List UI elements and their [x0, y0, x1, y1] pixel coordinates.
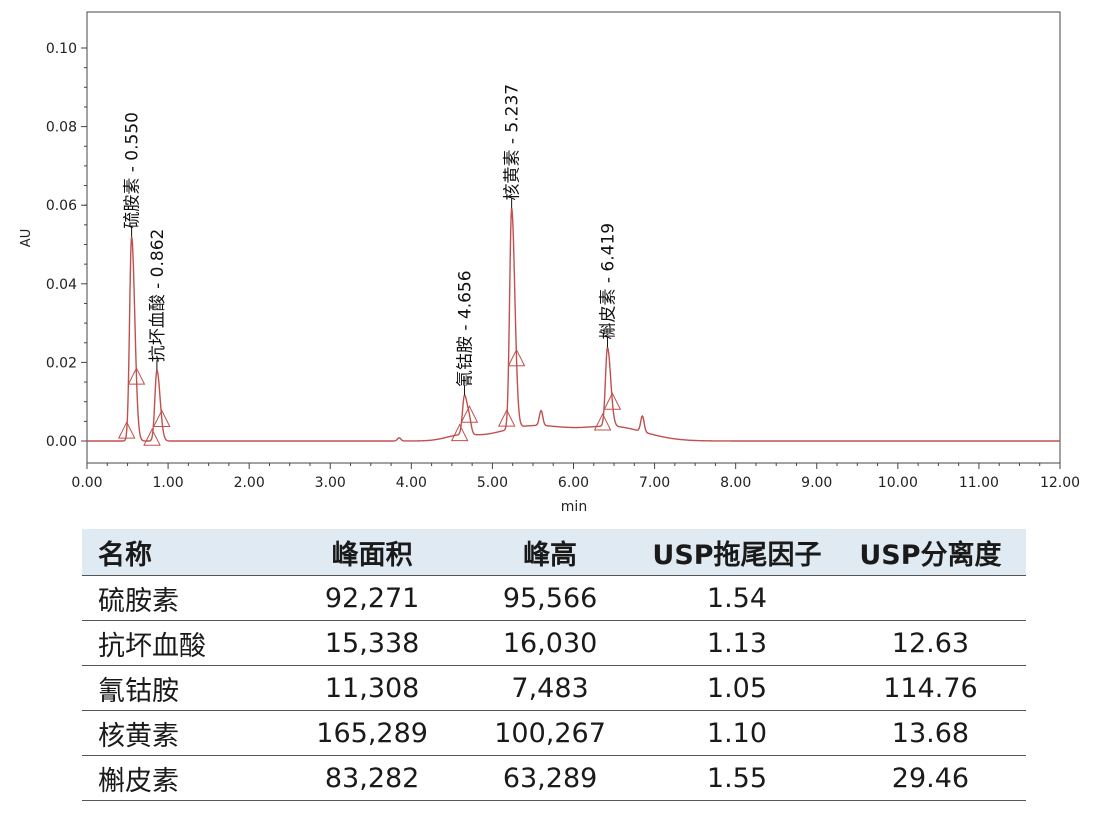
peak-boundary-marker: [152, 409, 171, 428]
cell-peak-height: 100,267: [461, 710, 640, 756]
y-axis-label: AU: [19, 229, 34, 247]
cell-usp-tailing: 1.05: [639, 665, 835, 711]
chromatogram-line: [87, 208, 1060, 442]
x-tick-label: 9.00: [801, 475, 832, 491]
peak-boundary-marker: [117, 421, 136, 439]
cell-name: 硫胺素: [82, 575, 284, 621]
cell-peak-height: 16,030: [461, 620, 640, 666]
x-tick-label: 11.00: [959, 475, 999, 491]
y-tick-label: 0.06: [46, 198, 77, 214]
peak-boundary-marker: [143, 428, 161, 446]
peak-markers: [117, 198, 622, 446]
cell-peak-height: 7,483: [461, 665, 640, 711]
cell-usp-tailing: 1.13: [639, 620, 835, 666]
table-row: 槲皮素 83,282 63,289 1.55 29.46: [82, 755, 1026, 801]
y-tick-label: 0.10: [46, 41, 77, 57]
y-tick-label: 0.00: [46, 434, 77, 450]
x-axis: 0.00 1.00 2.00 3.00 4.00 5.00 6.00 7.00 8.00 9.00…: [71, 463, 1080, 491]
y-axis: 0.00 0.02 0.04 0.06 0.08 0.10: [46, 41, 87, 450]
table-row: 硫胺素 92,271 95,566 1.54: [82, 575, 1026, 621]
peak-label: 槲皮素 - 6.419: [598, 223, 618, 340]
x-tick-label: 3.00: [315, 475, 346, 491]
peak-boundary-marker: [497, 408, 516, 427]
y-tick-label: 0.08: [46, 120, 77, 136]
table-header-row: 名称 峰面积 峰高 USP拖尾因子 USP分离度: [82, 529, 1026, 576]
cell-name: 槲皮素: [82, 755, 284, 801]
x-tick-label: 5.00: [477, 475, 508, 491]
peak-results-table: 名称 峰面积 峰高 USP拖尾因子 USP分离度 硫胺素 92,271 95,5…: [82, 529, 1026, 801]
x-tick-label: 1.00: [152, 475, 183, 491]
cell-usp-resolution: [834, 575, 1026, 621]
peak-boundary-marker: [460, 405, 479, 423]
x-tick-label: 6.00: [558, 475, 589, 491]
plot-frame: [86, 11, 1061, 464]
cell-peak-area: 165,289: [283, 710, 462, 756]
cell-peak-height: 95,566: [461, 575, 640, 621]
cell-usp-tailing: 1.55: [639, 755, 835, 801]
x-tick-label: 0.00: [71, 475, 102, 491]
cell-usp-tailing: 1.54: [639, 575, 835, 621]
x-tick-label: 10.00: [878, 475, 918, 491]
cell-usp-resolution: 13.68: [834, 710, 1026, 756]
peak-boundary-marker: [603, 392, 622, 410]
peak-boundary-marker: [507, 348, 526, 367]
x-tick-label: 12.00: [1040, 475, 1080, 491]
cell-usp-resolution: 29.46: [834, 755, 1026, 801]
x-axis-label: min: [561, 499, 587, 515]
cell-name: 抗坏血酸: [82, 620, 284, 666]
x-tick-label: 4.00: [396, 475, 427, 491]
cell-usp-resolution: 114.76: [834, 665, 1026, 711]
table-row: 氰钴胺 11,308 7,483 1.05 114.76: [82, 665, 1026, 711]
peak-label: 抗坏血酸 - 0.862: [148, 229, 168, 363]
cell-peak-area: 92,271: [283, 575, 462, 621]
table-row: 核黄素 165,289 100,267 1.10 13.68: [82, 710, 1026, 756]
cell-usp-resolution: 12.63: [834, 620, 1026, 666]
peak-boundary-marker: [593, 412, 612, 431]
peak-boundary-marker: [127, 367, 146, 385]
cell-peak-height: 63,289: [461, 755, 640, 801]
x-tick-label: 8.00: [720, 475, 751, 491]
cell-usp-tailing: 1.10: [639, 710, 835, 756]
header-peak-height: 峰高: [461, 529, 640, 576]
chromatogram-series: [87, 208, 1060, 442]
y-tick-label: 0.04: [46, 277, 77, 293]
cell-peak-area: 83,282: [283, 755, 462, 801]
x-tick-label: 2.00: [234, 475, 265, 491]
x-tick-label: 7.00: [639, 475, 670, 491]
table-row: 抗坏血酸 15,338 16,030 1.13 12.63: [82, 620, 1026, 666]
cell-peak-area: 11,308: [283, 665, 462, 711]
cell-peak-area: 15,338: [283, 620, 462, 666]
peak-label: 氰钴胺 - 4.656: [456, 270, 476, 387]
cell-name: 氰钴胺: [82, 665, 284, 711]
header-usp-tailing: USP拖尾因子: [639, 529, 835, 576]
peak-label: 硫胺素 - 0.550: [123, 112, 143, 229]
chromatogram-chart: 0.00 0.02 0.04 0.06 0.08 0.10 0.00 1.00 2.00 3.0…: [19, 11, 1080, 515]
peak-label: 核黄素 - 5.237: [503, 84, 523, 201]
y-tick-label: 0.02: [46, 355, 77, 371]
header-peak-area: 峰面积: [283, 529, 462, 576]
header-name: 名称: [82, 529, 284, 576]
cell-name: 核黄素: [82, 710, 284, 756]
header-usp-resolution: USP分离度: [834, 529, 1026, 576]
peak-boundary-marker: [450, 423, 469, 442]
